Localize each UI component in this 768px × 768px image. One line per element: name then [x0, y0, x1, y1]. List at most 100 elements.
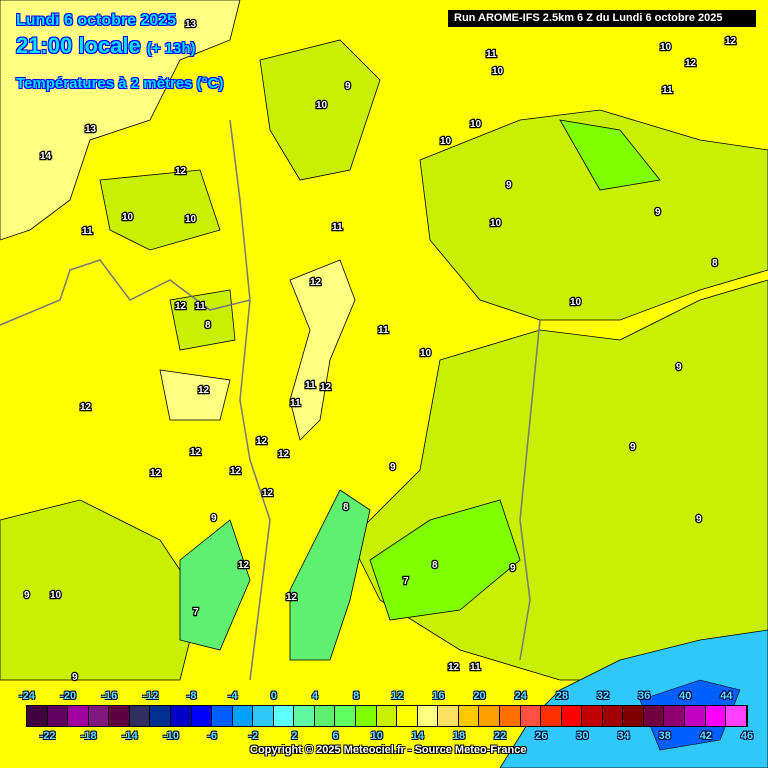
legend-label: 8 [353, 690, 360, 702]
contour-label: 11 [378, 325, 389, 336]
legend-label: 26 [535, 730, 548, 742]
contour-label: 12 [448, 662, 460, 673]
contour-label: 9 [510, 563, 516, 574]
contour-labels: 13 14 13 12 10 10 11 12 11 10 12 12 12 12 12 12 9 10 9 10 11… [23, 18, 738, 685]
parameter-title: Températures à 2 mètres (°C) [16, 75, 224, 92]
legend-label: -4 [227, 690, 238, 702]
legend-swatch [170, 706, 192, 726]
cold-zone [369, 499, 521, 621]
forecast-date: Lundi 6 octobre 2025 [16, 12, 177, 29]
legend-label: 10 [370, 730, 383, 742]
legend-swatch [582, 706, 603, 726]
legend-swatch [27, 706, 48, 726]
legend-label: 22 [494, 730, 507, 742]
legend-label: 36 [638, 690, 651, 702]
legend-label: -20 [60, 690, 77, 702]
contour-label: 12 [286, 592, 298, 603]
contour-label: 11 [662, 85, 673, 96]
run-info: Run AROME-IFS 2.5km 6 Z du Lundi 6 octob… [448, 10, 756, 27]
legend-swatch [520, 706, 542, 726]
legend-label: 2 [291, 730, 298, 742]
contour-label: 11 [486, 49, 497, 60]
contour-label: 7 [193, 607, 199, 618]
warm-zone [159, 369, 231, 421]
legend-swatch [417, 706, 439, 726]
contour-label: 9 [390, 462, 396, 473]
legend-label: 14 [411, 730, 424, 742]
contour-label: 11 [195, 301, 206, 312]
legend-swatch [726, 706, 747, 726]
legend-label: -8 [186, 690, 197, 702]
contour-label: 7 [403, 576, 409, 587]
contour-label: 12 [278, 449, 290, 460]
contour-label: 10 [660, 42, 672, 53]
contour-label: 10 [420, 348, 432, 359]
legend-swatch [294, 706, 315, 726]
contour-label: 9 [630, 442, 636, 453]
contour-label: 10 [492, 66, 504, 77]
cool-zone [419, 109, 768, 321]
legend-swatch [602, 706, 624, 726]
legend-swatch [253, 706, 274, 726]
border-line [0, 119, 541, 681]
contour-label: 12 [238, 560, 250, 571]
legend-label: -22 [39, 730, 56, 742]
contour-label: 11 [332, 222, 343, 233]
contour-label: 8 [205, 320, 211, 331]
contour-label: 12 [725, 36, 737, 47]
contour-label: 12 [80, 402, 92, 413]
legend-label: -12 [142, 690, 159, 702]
legend-swatch [232, 706, 254, 726]
legend-swatch [109, 706, 130, 726]
local-time: 21:00 locale [16, 33, 141, 58]
contour-label: 10 [185, 214, 197, 225]
legend-swatch [623, 706, 644, 726]
legend-label: -18 [80, 730, 97, 742]
color-legend [26, 705, 748, 727]
contour-label: 12 [198, 385, 210, 396]
legend-label: 12 [391, 690, 404, 702]
legend-swatch [47, 706, 69, 726]
legend-swatch [150, 706, 171, 726]
contour-label: 12 [175, 166, 187, 177]
legend-swatch [376, 706, 398, 726]
contour-label: 12 [310, 277, 322, 288]
legend-label: -6 [207, 730, 218, 742]
copyright: Copyright © 2025 Meteociel.fr - Source M… [250, 744, 527, 756]
contour-label: 12 [262, 488, 274, 499]
legend-label: 40 [679, 690, 692, 702]
legend-label: 46 [740, 730, 754, 742]
contour-label: 9 [345, 81, 351, 92]
legend-swatch [335, 706, 356, 726]
contour-label: 10 [316, 100, 328, 111]
legend-swatch [541, 706, 562, 726]
legend-label: 32 [596, 690, 610, 702]
contour-label: 12 [190, 447, 202, 458]
legend-label: 4 [311, 690, 319, 702]
cool-zone [259, 39, 381, 181]
contour-label: 9 [211, 513, 217, 524]
legend-label: 0 [270, 690, 277, 702]
contour-label: 8 [712, 258, 718, 269]
legend-label: -14 [121, 730, 138, 742]
contour-label: 8 [432, 560, 438, 571]
cold-zone [559, 119, 661, 191]
contour-label: 9 [506, 180, 512, 191]
legend-swatch [438, 706, 459, 726]
contour-label: 10 [470, 119, 482, 130]
contour-label: 12 [256, 436, 268, 447]
contour-label: 13 [85, 124, 97, 135]
contour-label: 9 [72, 672, 78, 683]
legend-label: 20 [473, 690, 486, 702]
contour-label: 13 [185, 19, 197, 30]
legend-swatch [212, 706, 233, 726]
contour-label: 12 [175, 301, 187, 312]
legend-label: 38 [658, 730, 671, 742]
legend-swatch [397, 706, 418, 726]
contour-label: 11 [290, 398, 301, 409]
legend-swatch [499, 706, 521, 726]
warm-zone [289, 259, 356, 441]
contour-label: 9 [24, 590, 30, 601]
cold-zone [179, 519, 251, 651]
legend-label: 30 [576, 730, 589, 742]
